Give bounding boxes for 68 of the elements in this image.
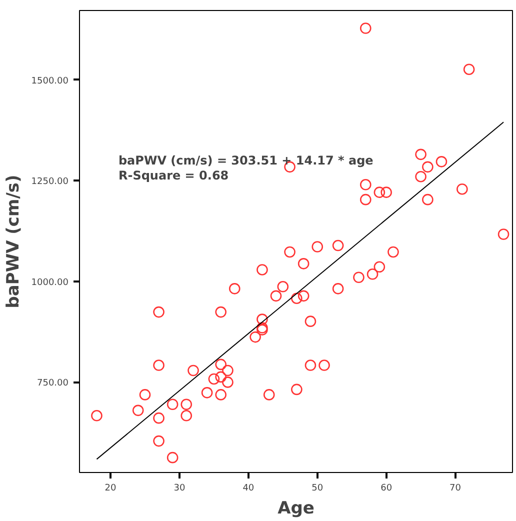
point	[277, 281, 289, 292]
point	[360, 179, 372, 190]
point	[222, 364, 234, 376]
annotation: R-Square = 0.68	[118, 168, 229, 183]
point	[256, 264, 268, 276]
point	[256, 314, 268, 325]
point	[304, 316, 316, 327]
point	[422, 161, 434, 173]
x-tick-label: 20	[104, 484, 117, 494]
point	[166, 452, 178, 464]
x-tick-label: 30	[174, 484, 186, 494]
x-axis-title: Age	[278, 498, 314, 518]
point	[201, 387, 213, 398]
point	[250, 331, 261, 343]
point	[380, 186, 392, 198]
y-tick-label: 1500.00	[31, 76, 69, 86]
point	[166, 398, 178, 410]
x-tick-label: 50	[312, 484, 324, 494]
y-tick-label: 750.00	[37, 378, 69, 389]
point	[270, 290, 282, 302]
point	[228, 283, 240, 294]
point	[366, 268, 378, 280]
x-tick-label: 70	[450, 484, 462, 494]
x-tick-label: 40	[242, 484, 254, 494]
y-tick-label: 1250.00	[31, 177, 69, 188]
point	[318, 360, 330, 371]
point	[353, 272, 364, 284]
point	[215, 358, 226, 370]
x-tick-label: 60	[380, 484, 392, 494]
y-tick-label: 1000.00	[31, 278, 69, 288]
point	[298, 258, 310, 270]
point	[360, 194, 372, 206]
point	[388, 246, 399, 258]
point	[422, 194, 434, 206]
point	[436, 156, 448, 168]
point	[298, 290, 310, 302]
point	[180, 398, 192, 410]
point	[456, 183, 468, 195]
point	[415, 148, 426, 160]
point	[263, 389, 275, 400]
point	[304, 360, 316, 371]
point	[463, 64, 475, 75]
point	[215, 371, 226, 383]
point	[215, 306, 226, 318]
point	[139, 389, 151, 400]
point	[332, 283, 344, 294]
point	[180, 410, 192, 422]
point	[415, 170, 426, 182]
point	[291, 384, 302, 396]
point	[91, 410, 102, 422]
point	[132, 404, 144, 416]
point	[153, 306, 164, 318]
point	[374, 261, 386, 273]
point	[332, 240, 344, 252]
point	[360, 22, 372, 34]
y-axis-title: baPWV (cm/s)	[3, 174, 24, 308]
point	[222, 376, 234, 388]
point	[291, 292, 302, 304]
point	[312, 241, 324, 252]
point	[153, 412, 164, 424]
point	[153, 360, 164, 371]
point	[284, 246, 296, 258]
point	[208, 373, 220, 385]
point	[374, 186, 386, 198]
point	[153, 435, 164, 447]
point	[215, 389, 226, 400]
point	[188, 364, 199, 376]
point	[498, 228, 510, 240]
